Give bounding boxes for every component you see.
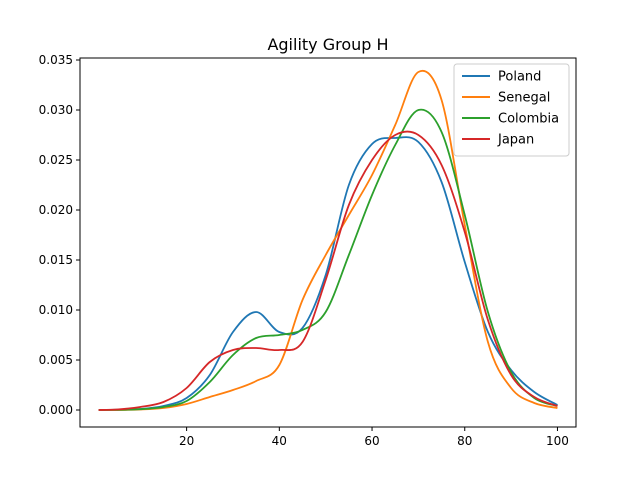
legend: Poland Senegal Colombia Japan — [453, 63, 570, 157]
legend-label-senegal: Senegal — [498, 91, 550, 106]
x-tick-label: 100 — [546, 434, 569, 448]
y-axis: 0.000 0.005 0.010 0.015 0.020 0.025 0.030 0.035 — [39, 53, 80, 417]
x-tick-label: 80 — [457, 434, 472, 448]
x-tick-label: 20 — [179, 434, 194, 448]
series-layer — [98, 70, 558, 411]
y-tick-label: 0.015 — [39, 253, 73, 267]
y-tick-label: 0.025 — [39, 153, 73, 167]
x-tick-label: 40 — [272, 434, 287, 448]
x-axis: 20 40 60 80 100 — [179, 427, 569, 448]
legend-label-japan: Japan — [497, 133, 534, 148]
y-tick-label: 0.030 — [39, 103, 73, 117]
series-line-senegal — [98, 70, 558, 411]
series-line-japan — [98, 130, 558, 411]
x-tick-label: 60 — [364, 434, 379, 448]
series-line-colombia — [98, 108, 558, 411]
chart-title: Agility Group H — [267, 35, 388, 54]
y-tick-label: 0.035 — [39, 53, 73, 67]
legend-label-colombia: Colombia — [498, 112, 559, 127]
legend-box — [453, 63, 570, 157]
y-tick-label: 0.010 — [39, 303, 73, 317]
y-tick-label: 0.000 — [39, 403, 73, 417]
y-tick-label: 0.005 — [39, 353, 73, 367]
legend-label-poland: Poland — [498, 70, 541, 85]
plot-frame — [79, 57, 577, 428]
y-tick-label: 0.020 — [39, 203, 73, 217]
